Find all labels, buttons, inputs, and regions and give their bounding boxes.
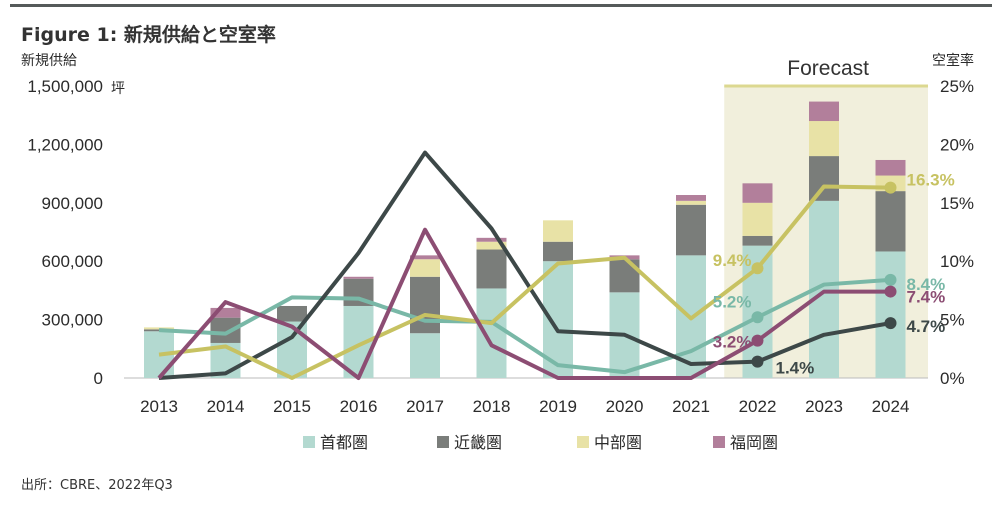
line-point-label: 5.2% — [713, 292, 752, 311]
bar-segment — [742, 183, 773, 203]
vacancy-marker — [751, 262, 764, 275]
right-tick-label: 20% — [940, 135, 974, 154]
vacancy-marker — [751, 334, 764, 347]
line-point-label: 1.4% — [776, 359, 815, 378]
x-tick-label: 2018 — [473, 397, 511, 416]
legend-label: 中部圏 — [594, 433, 642, 452]
bar-segment — [543, 220, 573, 242]
bar-segment — [210, 317, 241, 343]
bar-segment — [277, 305, 307, 322]
left-tick-label: 600,000 — [42, 252, 103, 271]
right-axis-title: 空室率 — [932, 52, 974, 69]
vacancy-marker — [751, 311, 764, 324]
bar-segment — [476, 288, 507, 378]
legend-label: 近畿圏 — [454, 433, 502, 452]
x-tick-label: 2016 — [340, 397, 378, 416]
x-tick-label: 2019 — [539, 397, 577, 416]
legend-label: 首都圏 — [320, 433, 368, 452]
bar-segment — [676, 200, 706, 205]
bar-segment — [742, 202, 773, 236]
vacancy-marker — [751, 355, 764, 368]
top-rule — [10, 4, 992, 7]
bar-segment — [476, 237, 507, 242]
vacancy-marker — [884, 285, 897, 298]
x-tick-label: 2020 — [606, 397, 644, 416]
left-axis-title: 新規供給 — [21, 53, 77, 69]
vacancy-marker — [884, 273, 897, 286]
bar-segment — [410, 259, 440, 277]
left-tick-label: 300,000 — [42, 311, 103, 330]
legend-swatch — [713, 436, 725, 448]
bar-segment — [410, 255, 440, 260]
line-point-label: 3.2% — [713, 333, 752, 352]
vacancy-line — [158, 150, 891, 380]
vacancy-marker — [884, 317, 897, 330]
bar-segment — [343, 276, 374, 279]
right-tick-label: 5% — [940, 311, 965, 330]
left-tick-label: 0 — [94, 369, 103, 388]
line-end-label: 8.4% — [907, 275, 946, 294]
bar-segment — [875, 251, 906, 378]
legend-swatch — [577, 436, 589, 448]
line-end-label: 4.7% — [907, 317, 946, 336]
bar-segment — [742, 235, 773, 246]
legend-swatch — [437, 436, 449, 448]
x-tick-label: 2013 — [140, 397, 178, 416]
bar-segment — [809, 121, 839, 157]
left-axis-unit: 坪 — [111, 81, 125, 97]
bar-segment — [676, 204, 706, 256]
x-tick-label: 2024 — [872, 397, 910, 416]
bar-segment — [809, 156, 839, 201]
right-tick-label: 0% — [940, 369, 965, 388]
legend-swatch — [303, 436, 315, 448]
left-tick-label: 900,000 — [42, 194, 103, 213]
bar-segment — [476, 249, 507, 289]
chart-title: Figure 1: 新規供給と空室率 — [21, 24, 276, 46]
x-tick-label: 2015 — [273, 397, 311, 416]
left-tick-label: 1,500,000 — [27, 77, 103, 96]
x-tick-label: 2022 — [739, 397, 777, 416]
bar-segment — [875, 159, 906, 176]
bar-segment — [410, 333, 440, 378]
bar-segment — [809, 101, 839, 122]
bar-segment — [543, 241, 573, 262]
x-tick-label: 2023 — [805, 397, 843, 416]
line-end-label: 16.3% — [907, 171, 955, 190]
vacancy-line — [158, 277, 891, 375]
right-tick-label: 25% — [940, 77, 974, 96]
bar-segment — [609, 259, 640, 293]
line-end-label: 7.4% — [907, 288, 946, 307]
x-tick-label: 2021 — [672, 397, 710, 416]
source-note: 出所：CBRE、2022年Q3 — [21, 478, 173, 493]
legend-label: 福岡圏 — [730, 433, 778, 452]
forecast-label: Forecast — [787, 57, 869, 80]
vacancy-marker — [884, 181, 897, 194]
bar-segment — [277, 321, 307, 378]
right-tick-label: 15% — [940, 194, 974, 213]
left-tick-label: 1,200,000 — [27, 135, 103, 154]
bar-segment — [410, 276, 440, 334]
x-tick-label: 2014 — [207, 397, 245, 416]
bar-segment — [476, 241, 507, 250]
vacancy-line — [157, 227, 891, 380]
bar-segment — [210, 307, 241, 318]
line-point-label: 9.4% — [713, 251, 752, 270]
bar-segment — [676, 195, 706, 201]
vacancy-line — [158, 184, 891, 380]
right-tick-label: 10% — [940, 252, 974, 271]
bar-segment — [875, 191, 906, 252]
x-tick-label: 2017 — [406, 397, 444, 416]
bar-segment — [144, 327, 174, 330]
